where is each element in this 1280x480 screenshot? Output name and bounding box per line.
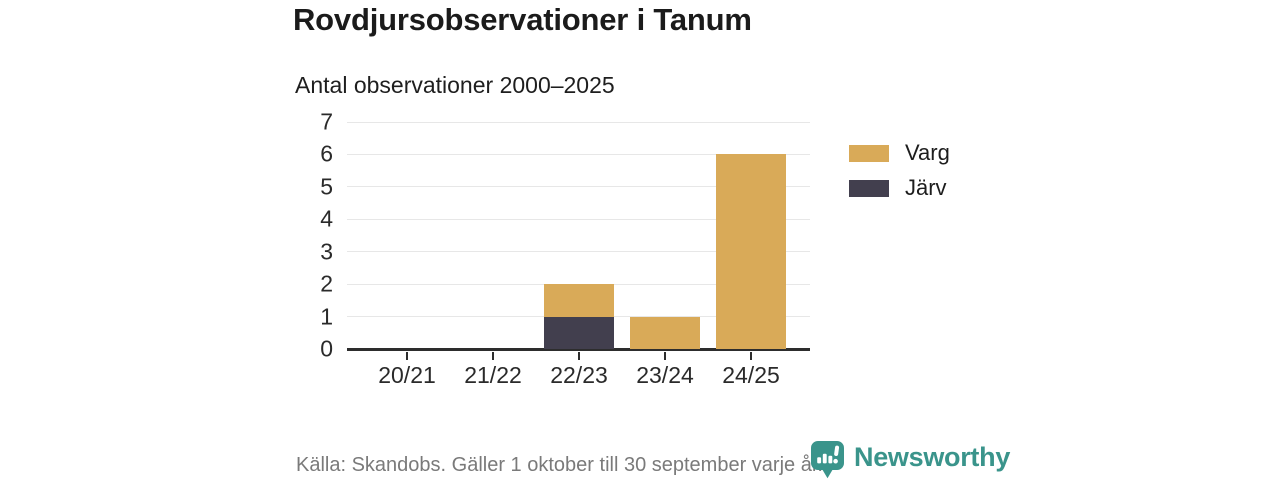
y-tick-label: 7 xyxy=(320,108,333,135)
y-tick-label: 1 xyxy=(320,303,333,330)
legend-row-järv: Järv xyxy=(849,177,950,199)
x-axis-line xyxy=(347,348,810,351)
legend-row-varg: Varg xyxy=(849,142,950,164)
legend-swatch-järv xyxy=(849,179,889,197)
x-tick xyxy=(406,352,408,360)
bar-segment-varg-24-25 xyxy=(716,154,786,349)
y-tick-label: 5 xyxy=(320,173,333,200)
x-axis: 20/21 21/22 22/23 23/24 24/25 xyxy=(347,351,810,393)
brand-logo: Newsworthy xyxy=(811,441,1010,479)
x-tick xyxy=(492,352,494,360)
gridline-y3 xyxy=(347,251,810,253)
chart-title: Rovdjursobservationer i Tanum xyxy=(293,2,752,37)
y-tick-label: 0 xyxy=(320,335,333,362)
x-tick-label: 23/24 xyxy=(636,362,694,388)
bar-segment-varg-23-24 xyxy=(630,316,700,349)
x-tick-label: 24/25 xyxy=(722,362,780,388)
y-tick-label: 2 xyxy=(320,270,333,297)
x-tick xyxy=(750,352,752,360)
bar-segment-järv-22-23 xyxy=(544,316,614,349)
plot-area xyxy=(347,121,810,351)
bar-segment-varg-22-23 xyxy=(544,284,614,317)
gridline-y7 xyxy=(347,121,810,123)
legend: Varg Järv xyxy=(849,142,950,212)
legend-label: Järv xyxy=(905,175,947,200)
gridline-y4 xyxy=(347,218,810,220)
brand-name: Newsworthy xyxy=(854,442,1011,472)
legend-label: Varg xyxy=(905,140,950,165)
legend-swatch-varg xyxy=(849,144,889,162)
x-tick-label: 21/22 xyxy=(464,362,522,388)
newsworthy-bubble-icon xyxy=(811,441,844,479)
x-tick xyxy=(664,352,666,360)
y-tick-label: 6 xyxy=(320,140,333,167)
source-note: Källa: Skandobs. Gäller 1 oktober till 3… xyxy=(296,454,823,476)
x-tick-label: 22/23 xyxy=(550,362,608,388)
chart-subtitle: Antal observationer 2000–2025 xyxy=(295,72,615,98)
gridline-y5 xyxy=(347,186,810,188)
x-tick xyxy=(578,352,580,360)
gridline-y6 xyxy=(347,153,810,155)
y-tick-label: 4 xyxy=(320,205,333,232)
x-tick-label: 20/21 xyxy=(378,362,436,388)
y-tick-label: 3 xyxy=(320,238,333,265)
y-axis: 0 1 2 3 4 5 6 7 xyxy=(285,110,333,360)
